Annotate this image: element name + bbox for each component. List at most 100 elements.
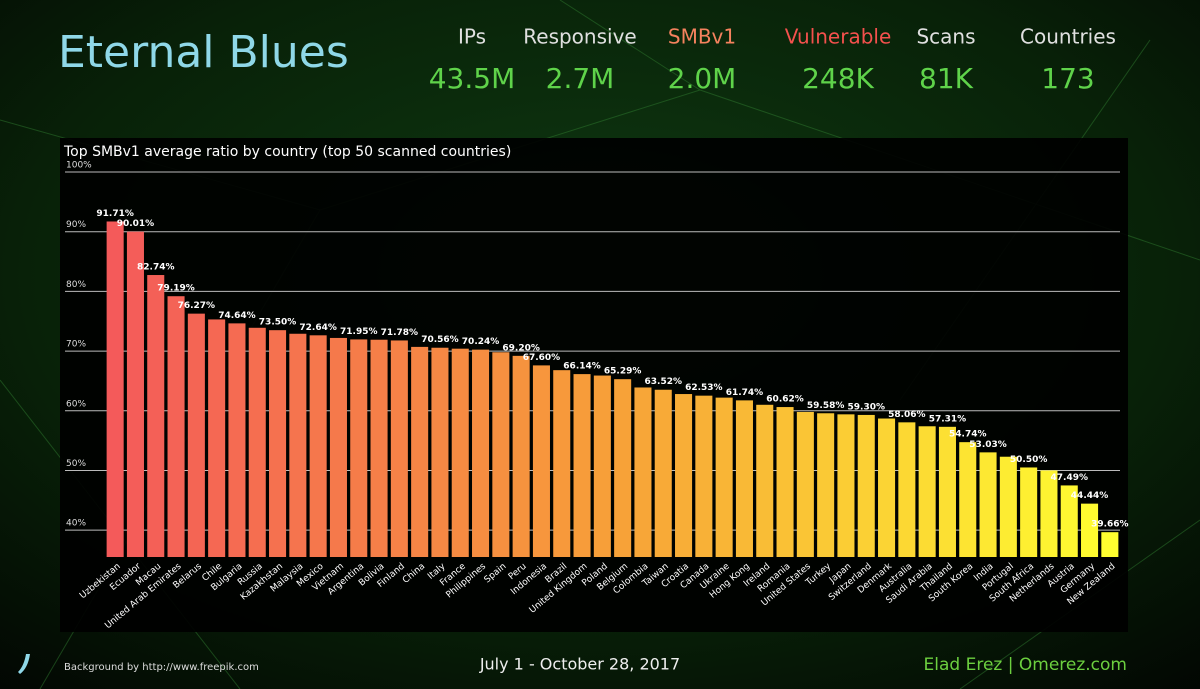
- bar: [614, 379, 632, 557]
- stats: IPs 43.5M Responsive 2.7M SMBv1 2.0M Vulnerabl…: [429, 25, 1116, 96]
- stat-label: Countries: [1020, 25, 1116, 49]
- value-label: 79.19%: [157, 284, 195, 294]
- stat-value: 2.7M: [546, 62, 615, 95]
- bar: [187, 313, 205, 557]
- y-tick-label: 50%: [66, 459, 86, 469]
- bar: [817, 413, 835, 557]
- bar: [147, 275, 165, 557]
- value-label: 90.01%: [117, 219, 155, 229]
- bar: [411, 346, 429, 557]
- bar: [553, 370, 571, 557]
- bar: [390, 340, 408, 557]
- bar: [756, 404, 774, 557]
- chart: 40%50%60%70%80%90%100%91.71%Uzbekistan90…: [65, 161, 1129, 631]
- bar: [492, 352, 510, 557]
- value-label: 70.24%: [462, 337, 500, 347]
- stat-value: 81K: [919, 62, 974, 95]
- bar: [309, 335, 327, 557]
- stat-value: 43.5M: [429, 62, 516, 95]
- bar: [106, 221, 124, 557]
- value-label: 76.27%: [178, 301, 216, 311]
- stat-label: Vulnerable: [785, 25, 892, 49]
- bar: [269, 330, 287, 557]
- dates: July 1 - October 28, 2017: [479, 655, 680, 674]
- value-label: 71.78%: [381, 328, 419, 338]
- value-label: 72.64%: [299, 323, 337, 333]
- credit: Background by http://www.freepik.com: [64, 662, 259, 673]
- bar: [675, 394, 693, 557]
- value-label: 65.29%: [604, 367, 642, 377]
- bar: [837, 414, 855, 557]
- value-label: 69.20%: [502, 343, 540, 353]
- bar: [776, 407, 794, 557]
- bar: [959, 442, 977, 557]
- bar: [1040, 470, 1058, 557]
- bar: [695, 395, 713, 557]
- y-tick-label: 70%: [66, 340, 86, 350]
- chart-title: Top SMBv1 average ratio by country (top …: [63, 144, 511, 160]
- bar: [654, 389, 672, 557]
- author: Elad Erez | Omerez.com: [924, 655, 1127, 675]
- stat-label: SMBv1: [668, 25, 736, 49]
- bar: [857, 414, 875, 557]
- bar: [431, 347, 449, 557]
- bar: [1060, 485, 1078, 557]
- bar: [593, 375, 611, 557]
- value-label: 57.31%: [929, 414, 967, 424]
- bar: [1020, 467, 1038, 557]
- bar: [796, 411, 814, 557]
- value-label: 58.06%: [888, 410, 926, 420]
- bar: [1081, 503, 1099, 557]
- y-tick-label: 40%: [66, 519, 86, 529]
- bar: [512, 355, 530, 557]
- value-label: 66.14%: [563, 362, 601, 372]
- bar: [715, 397, 733, 557]
- bar: [289, 333, 307, 557]
- value-label: 47.49%: [1051, 473, 1089, 483]
- stat-label: Scans: [916, 25, 975, 49]
- value-label: 59.30%: [848, 402, 886, 412]
- bar: [938, 426, 956, 557]
- y-tick-label: 80%: [66, 280, 86, 290]
- bar: [735, 400, 753, 557]
- y-tick-label: 60%: [66, 399, 86, 409]
- value-label: 63.52%: [645, 377, 683, 387]
- bar: [208, 319, 226, 557]
- bar: [979, 452, 997, 557]
- value-label: 60.62%: [766, 395, 804, 405]
- value-label: 71.95%: [340, 327, 378, 337]
- bar: [999, 456, 1017, 557]
- bar: [370, 339, 388, 557]
- bar: [228, 323, 246, 557]
- bar: [532, 365, 550, 557]
- stat-value: 2.0M: [668, 62, 737, 95]
- value-label: 44.44%: [1071, 491, 1109, 501]
- value-label: 70.56%: [421, 335, 459, 345]
- bar: [451, 348, 469, 557]
- value-label: 50.50%: [1010, 455, 1048, 465]
- value-label: 74.64%: [218, 311, 256, 321]
- stat-label: Responsive: [523, 25, 636, 49]
- stat-value: 173: [1041, 62, 1094, 95]
- value-label: 59.58%: [807, 401, 845, 411]
- value-label: 61.74%: [726, 388, 764, 398]
- bar: [350, 339, 368, 557]
- y-tick-label: 100%: [66, 161, 92, 171]
- bar: [329, 337, 347, 557]
- stat-label: IPs: [458, 25, 486, 49]
- page-title: Eternal Blues: [58, 27, 349, 78]
- value-label: 82.74%: [137, 263, 175, 273]
- bar: [248, 327, 266, 557]
- value-label: 53.03%: [969, 440, 1007, 450]
- bar: [472, 349, 490, 557]
- logo-icon: [18, 654, 30, 674]
- value-label: 91.71%: [96, 209, 134, 219]
- bar: [878, 418, 896, 557]
- value-label: 39.66%: [1091, 520, 1129, 530]
- bar: [573, 374, 591, 557]
- stat-value: 248K: [802, 62, 874, 95]
- bar: [1101, 532, 1119, 557]
- bar: [918, 426, 936, 557]
- value-label: 67.60%: [523, 353, 561, 363]
